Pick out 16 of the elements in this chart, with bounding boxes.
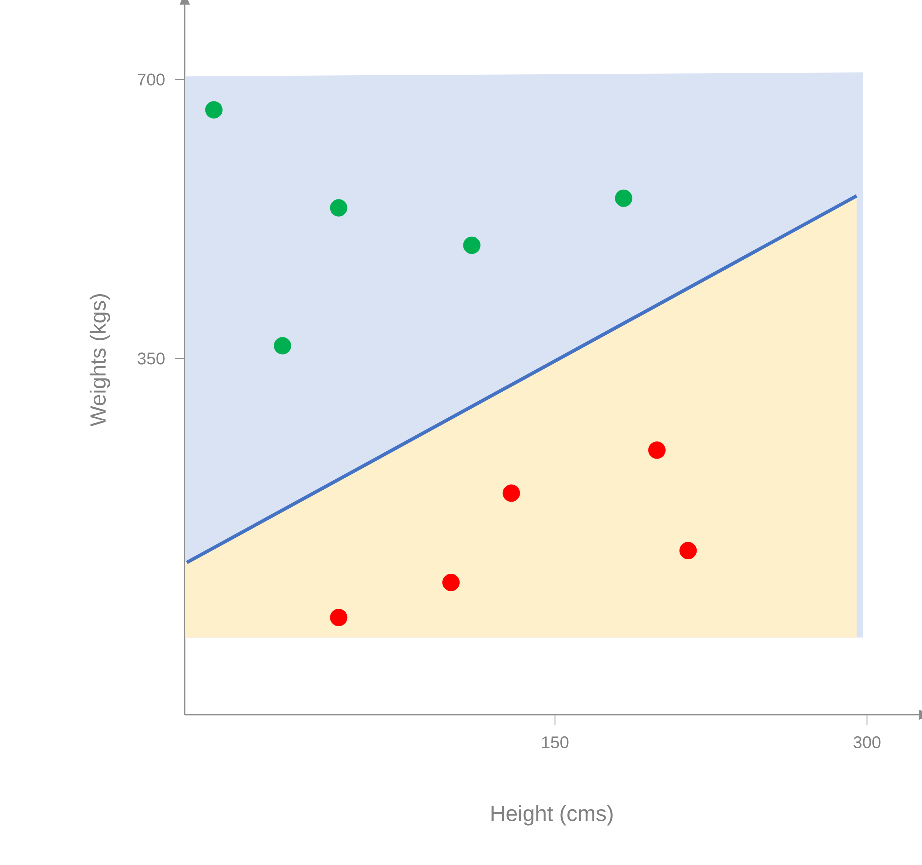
y-tick-label: 700	[138, 74, 165, 86]
point	[648, 442, 666, 460]
x-axis-title: Height (cms)	[492, 805, 613, 826]
y-axis-title: Weights (kgs)	[90, 294, 110, 427]
point	[330, 609, 348, 626]
point	[274, 337, 292, 355]
x-tick-label: 300	[854, 736, 881, 749]
point	[463, 236, 481, 254]
point	[442, 574, 460, 592]
point	[615, 190, 633, 208]
x-tick-label: 150	[542, 736, 569, 749]
point	[205, 101, 223, 119]
point	[330, 199, 348, 217]
y-tick-label: 350	[138, 352, 165, 365]
point	[680, 542, 698, 560]
point	[502, 484, 520, 502]
